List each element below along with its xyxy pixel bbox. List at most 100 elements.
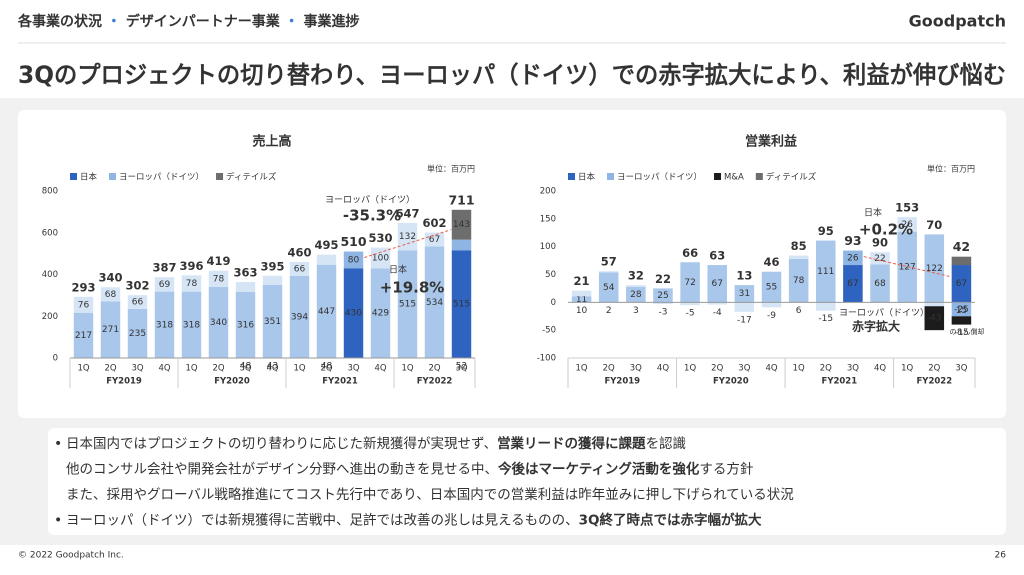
bar-label: 66 [294, 264, 306, 274]
bar-segment [343, 251, 364, 269]
x-tick-label: 2Q [820, 364, 832, 374]
bar-label: 132 [399, 232, 416, 242]
annotation: のれん償却 [950, 327, 985, 336]
total-label: 70 [926, 218, 942, 232]
bar-label: 515 [453, 300, 470, 310]
legend-swatch [714, 173, 722, 180]
bar-segment [262, 284, 283, 358]
bullet-text: を認識 [646, 436, 687, 452]
bullet-line: また、採用やグローバル戦略推進にてコスト先行中であり、日本国内での営業利益は昨年… [66, 487, 794, 503]
y-tick-label: 600 [42, 228, 58, 238]
bar-segment [451, 209, 472, 240]
bar-label: -15 [818, 314, 833, 324]
x-tick-label: 1Q [901, 364, 913, 374]
annotation: +19.8% [380, 279, 445, 297]
breadcrumb-item: 事業進捗 [304, 13, 360, 30]
bar-label: 66 [132, 298, 144, 308]
y-tick-label: 800 [42, 187, 58, 197]
bar-segment [451, 239, 472, 251]
bar-segment [73, 312, 94, 358]
x-tick-label: 2Q [320, 364, 332, 374]
bar-segment [100, 301, 121, 358]
bar-segment [235, 282, 256, 293]
bar-label: 11 [576, 295, 587, 305]
bar-label: 80 [348, 255, 360, 265]
bar-label: 318 [183, 320, 200, 330]
x-tick-label: 1Q [77, 364, 89, 374]
legend-swatch [755, 173, 763, 180]
annotation: 日本 [389, 264, 407, 276]
fiscal-year-label: FY2021 [822, 377, 858, 387]
bar-label: -15 [954, 328, 969, 338]
copyright: © 2022 Goodpatch Inc. [18, 551, 124, 561]
bar-segment [424, 232, 445, 247]
breadcrumb: 各事業の状況 ・ デザインパートナー事業 ・ 事業進捗 [17, 13, 360, 30]
legend-label: 日本 [80, 172, 98, 183]
bar-label: 127 [899, 262, 916, 272]
bar-label: 318 [156, 320, 173, 330]
breadcrumb-item: 各事業の状況 [17, 13, 102, 30]
bar-segment [154, 291, 175, 358]
bullet-text: 日本国内ではプロジェクトの切り替わりに応じた新規獲得が実現せず、 [66, 435, 497, 452]
bar-segment [208, 270, 229, 288]
total-label: 711 [448, 192, 474, 207]
total-label: 46 [763, 255, 779, 269]
bar-segment [924, 234, 945, 303]
y-tick-label: 200 [540, 187, 556, 197]
bar-segment [343, 268, 364, 358]
bar-label: 67 [956, 279, 967, 289]
bar-label: -4 [713, 308, 722, 318]
bullet-emphasis: 3Q終了時点では赤字幅が拡大 [579, 512, 762, 529]
y-tick-label: -100 [537, 354, 556, 364]
bar-segment [397, 222, 418, 251]
bar-label: 48 [321, 362, 333, 372]
legend-label: ヨーロッパ（ドイツ） [617, 172, 702, 183]
bar-segment [289, 275, 310, 358]
annotation: +0.2% [859, 221, 913, 239]
bar-segment [924, 306, 945, 331]
total-label: 387 [152, 261, 176, 275]
unit-label: 単位：百万円 [427, 164, 475, 174]
legend-label: ディテイルズ [766, 172, 817, 183]
total-label: 647 [395, 206, 419, 220]
bullet-emphasis: 今後はマーケティング活動を強化 [498, 461, 700, 478]
x-tick-label: 4Q [874, 364, 886, 374]
x-tick-label: 3Q [131, 364, 143, 374]
bar-segment [653, 288, 673, 303]
x-tick-label: 3Q [955, 364, 967, 374]
fiscal-year-label: FY2021 [322, 377, 358, 387]
bar-segment [235, 292, 256, 358]
total-label: 22 [655, 272, 671, 286]
bar-segment [208, 287, 229, 358]
logo: Goodpatch [909, 12, 1006, 31]
bar-label: 217 [75, 331, 92, 341]
total-label: 32 [628, 269, 644, 283]
bar-label: 143 [453, 220, 470, 230]
x-tick-label: 2Q [711, 364, 723, 374]
bar-segment [598, 271, 619, 273]
total-label: 21 [574, 274, 590, 288]
x-tick-label: 4Q [158, 364, 170, 374]
bar-label: 6 [796, 306, 802, 316]
bullet-emphasis: 営業リードの獲得に課題 [497, 435, 646, 452]
bar-label: 100 [372, 254, 389, 264]
bar-label: 54 [603, 283, 615, 293]
x-tick-label: 4Q [266, 364, 278, 374]
legend-label: ヨーロッパ（ドイツ） [119, 172, 204, 183]
bar-segment [73, 296, 94, 313]
bar-segment [571, 290, 592, 297]
breadcrumb-separator: ・ [285, 14, 299, 30]
bar-label: 2 [606, 306, 612, 316]
bar-segment [181, 275, 202, 292]
bar-segment [761, 271, 782, 303]
bullet-symbol: • [54, 513, 62, 529]
total-label: 395 [260, 259, 284, 273]
bar-segment [127, 295, 148, 309]
total-label: 42 [953, 239, 970, 254]
x-tick-label: 2Q [212, 364, 224, 374]
x-tick-label: 4Q [765, 364, 777, 374]
bar-label: 68 [874, 279, 886, 289]
y-tick-label: 0 [551, 298, 556, 308]
total-label: 293 [71, 280, 95, 294]
bar-label: 76 [78, 300, 90, 310]
